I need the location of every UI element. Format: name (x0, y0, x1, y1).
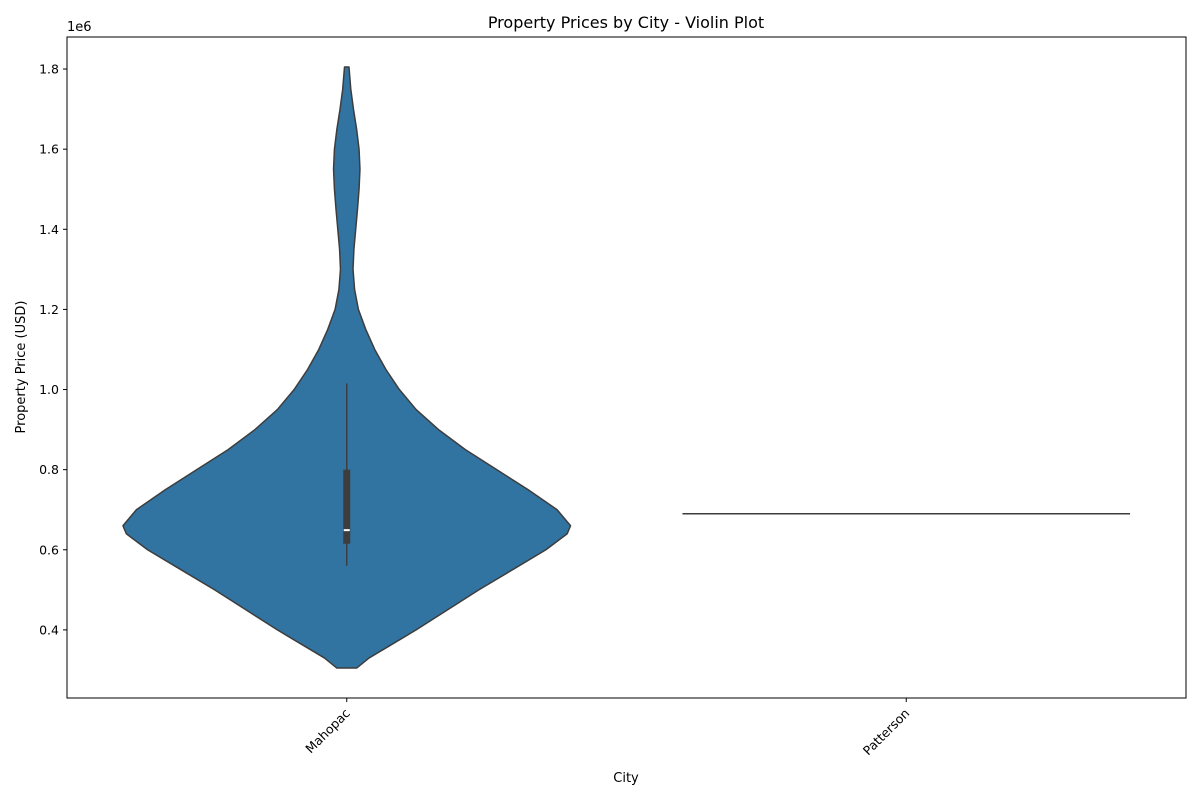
chart-title: Property Prices by City - Violin Plot (488, 13, 764, 32)
x-tick-label: Mahopac (302, 705, 353, 756)
x-axis-label: City (613, 771, 639, 786)
axes: 0.4 0.6 0.8 1.0 1.2 1.4 1.6 1.8 Mahopac Patterson (39, 36, 1187, 759)
x-tick-label: Patterson (860, 706, 913, 759)
y-tick-label: 0.4 (39, 622, 59, 637)
y-tick-label: 1.0 (39, 382, 59, 397)
y-tick-label: 1.4 (39, 222, 59, 237)
y-axis-label: Property Price (USD) (14, 301, 29, 434)
plot-area (122, 66, 1131, 669)
y-axis-offset-label: 1e6 (67, 20, 92, 35)
y-tick-label: 0.8 (39, 462, 59, 477)
y-tick-label: 1.6 (39, 142, 59, 157)
y-tick-label: 1.8 (39, 62, 59, 77)
iqr-box-mahopac (343, 469, 351, 544)
plot-frame (66, 36, 1187, 699)
violin-mahopac (122, 66, 572, 669)
y-tick-label: 1.2 (39, 302, 59, 317)
y-tick-label: 0.6 (39, 542, 59, 557)
